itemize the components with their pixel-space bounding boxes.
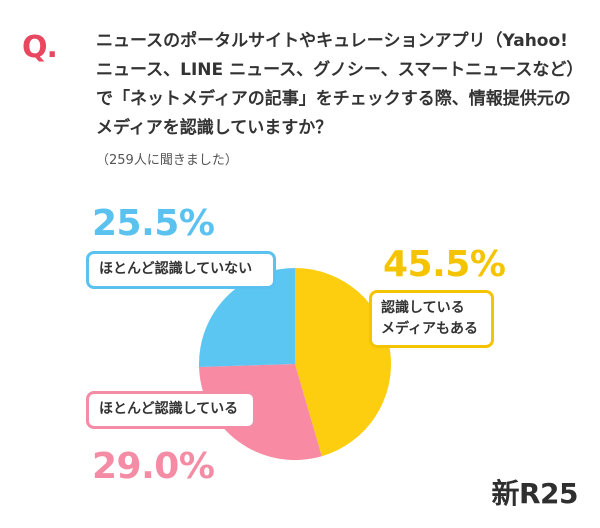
question-mark: Q. bbox=[22, 30, 58, 65]
pie-slice-some-aware bbox=[295, 268, 392, 457]
legend-text-some-aware-line2: メディアもある bbox=[381, 321, 479, 337]
percent-label-mostly-aware: 29.0% bbox=[92, 446, 215, 487]
legend-text-mostly-aware: ほとんど認識している bbox=[99, 401, 239, 417]
legend-text-not-aware: ほとんど認識していない bbox=[99, 261, 253, 277]
brand-logo: 新R25 bbox=[491, 477, 578, 510]
legend-box-some-aware: 認識している メディアもある bbox=[369, 290, 494, 348]
percent-label-some-aware: 45.5% bbox=[383, 244, 506, 285]
pie-slice-not-aware bbox=[199, 268, 295, 368]
respondent-count: （259人に聞きました） bbox=[96, 153, 238, 168]
legend-box-not-aware: ほとんど認識していない bbox=[86, 251, 276, 289]
legend-text-some-aware-line1: 認識している bbox=[381, 300, 465, 316]
question-text: ニュースのポータルサイトやキュレーションアプリ（Yahoo! ニュース、LINE… bbox=[96, 31, 575, 138]
percent-label-not-aware: 25.5% bbox=[92, 203, 215, 244]
pie-slice-mostly-aware bbox=[199, 364, 322, 461]
legend-box-mostly-aware: ほとんど認識している bbox=[86, 391, 256, 429]
